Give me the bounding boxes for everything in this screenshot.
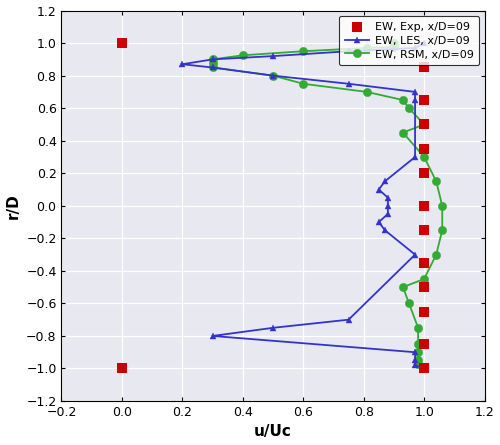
EW, RSM, x/D=09 (364, 45, 370, 51)
Line: EW, LES, x/D=09: EW, LES, x/D=09 (179, 40, 428, 372)
EW, RSM, x/D=09 (421, 122, 427, 127)
EW, LES, x/D=09 (412, 97, 418, 103)
EW, LES, x/D=09 (412, 154, 418, 160)
EW, RSM, x/D=09 (415, 350, 421, 355)
EW, RSM, x/D=09 (433, 179, 439, 184)
EW, Exp, x/D=09 (420, 202, 428, 209)
EW, RSM, x/D=09 (421, 366, 427, 371)
EW, LES, x/D=09 (270, 73, 276, 78)
Legend: EW, Exp, x/D=09, EW, LES, x/D=09, EW, RSM, x/D=09: EW, Exp, x/D=09, EW, LES, x/D=09, EW, RS… (339, 16, 479, 65)
EW, RSM, x/D=09 (300, 49, 306, 54)
EW, RSM, x/D=09 (406, 301, 412, 306)
Line: EW, RSM, x/D=09: EW, RSM, x/D=09 (208, 39, 446, 372)
EW, LES, x/D=09 (210, 57, 216, 62)
EW, LES, x/D=09 (210, 65, 216, 70)
EW, RSM, x/D=09 (433, 252, 439, 257)
EW, Exp, x/D=09 (420, 308, 428, 315)
EW, LES, x/D=09 (385, 211, 391, 217)
EW, Exp, x/D=09 (420, 259, 428, 266)
EW, Exp, x/D=09 (420, 97, 428, 104)
EW, LES, x/D=09 (382, 227, 388, 233)
X-axis label: u/Uc: u/Uc (254, 425, 292, 440)
EW, Exp, x/D=09 (420, 340, 428, 348)
EW, LES, x/D=09 (346, 317, 352, 322)
EW, Exp, x/D=09 (420, 145, 428, 152)
Y-axis label: r/D: r/D (6, 193, 20, 218)
EW, RSM, x/D=09 (210, 57, 216, 62)
EW, RSM, x/D=09 (300, 81, 306, 86)
EW, LES, x/D=09 (382, 179, 388, 184)
EW, LES, x/D=09 (385, 195, 391, 200)
EW, RSM, x/D=09 (364, 89, 370, 95)
EW, LES, x/D=09 (376, 219, 382, 225)
EW, Exp, x/D=09 (118, 365, 126, 372)
EW, LES, x/D=09 (346, 81, 352, 86)
EW, Exp, x/D=09 (420, 121, 428, 128)
EW, RSM, x/D=09 (391, 40, 397, 46)
EW, LES, x/D=09 (180, 61, 186, 67)
EW, LES, x/D=09 (412, 358, 418, 363)
EW, Exp, x/D=09 (420, 365, 428, 372)
EW, LES, x/D=09 (270, 53, 276, 59)
EW, RSM, x/D=09 (421, 276, 427, 282)
EW, RSM, x/D=09 (270, 73, 276, 78)
EW, LES, x/D=09 (376, 187, 382, 192)
EW, RSM, x/D=09 (415, 325, 421, 331)
EW, LES, x/D=09 (210, 333, 216, 339)
EW, Exp, x/D=09 (420, 64, 428, 71)
EW, RSM, x/D=09 (421, 154, 427, 160)
EW, LES, x/D=09 (412, 252, 418, 257)
EW, RSM, x/D=09 (391, 44, 397, 50)
EW, Exp, x/D=09 (420, 170, 428, 177)
EW, LES, x/D=09 (346, 49, 352, 54)
EW, RSM, x/D=09 (415, 358, 421, 363)
EW, LES, x/D=09 (412, 45, 418, 51)
EW, LES, x/D=09 (412, 89, 418, 95)
EW, LES, x/D=09 (412, 350, 418, 355)
EW, RSM, x/D=09 (440, 227, 446, 233)
EW, RSM, x/D=09 (210, 61, 216, 66)
EW, RSM, x/D=09 (415, 362, 421, 367)
EW, RSM, x/D=09 (240, 53, 246, 58)
EW, Exp, x/D=09 (420, 283, 428, 291)
EW, RSM, x/D=09 (415, 341, 421, 347)
EW, RSM, x/D=09 (440, 203, 446, 208)
EW, LES, x/D=09 (421, 366, 427, 371)
EW, Exp, x/D=09 (420, 227, 428, 234)
EW, RSM, x/D=09 (400, 284, 406, 290)
EW, RSM, x/D=09 (406, 105, 412, 111)
EW, Exp, x/D=09 (118, 40, 126, 47)
EW, RSM, x/D=09 (400, 97, 406, 103)
EW, LES, x/D=09 (385, 203, 391, 208)
EW, LES, x/D=09 (270, 325, 276, 331)
EW, LES, x/D=09 (421, 40, 427, 46)
EW, LES, x/D=09 (412, 363, 418, 368)
EW, RSM, x/D=09 (400, 130, 406, 135)
EW, RSM, x/D=09 (210, 65, 216, 70)
